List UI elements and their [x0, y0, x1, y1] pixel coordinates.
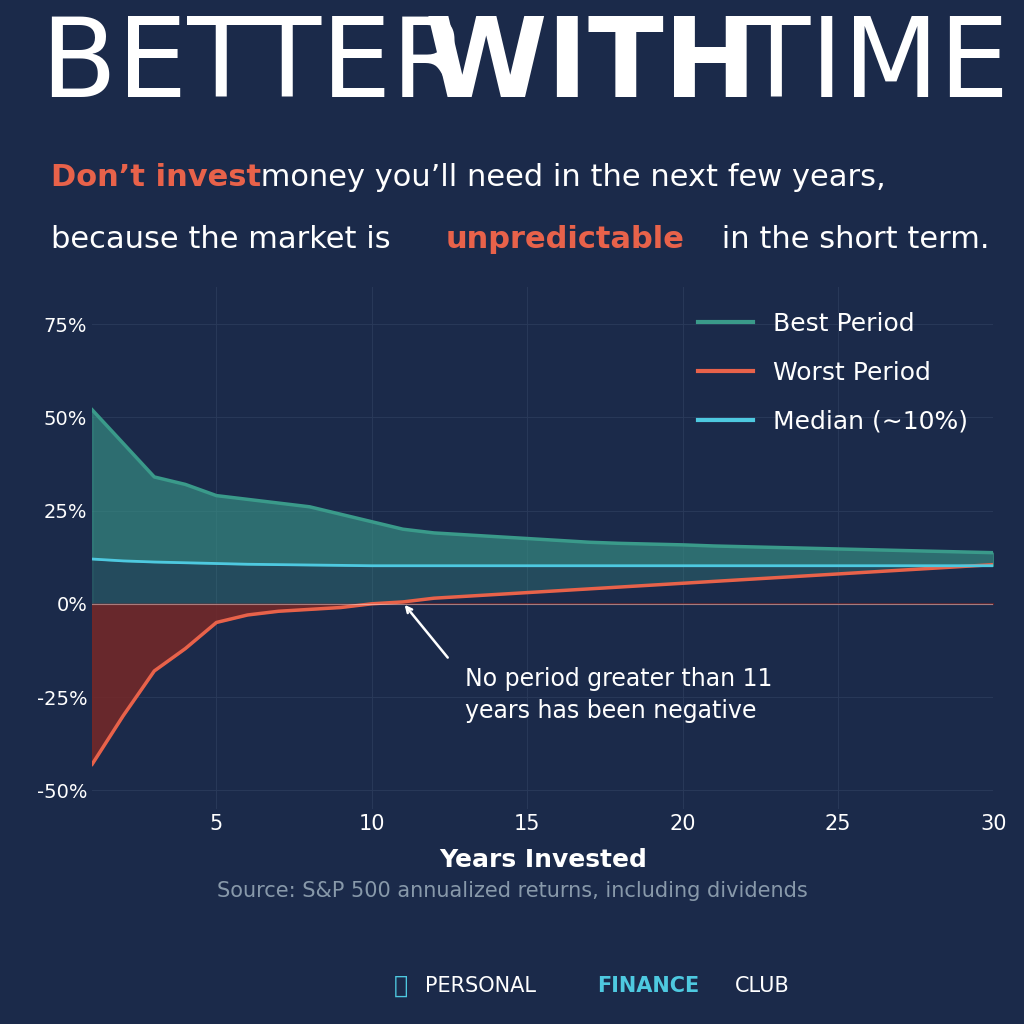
- X-axis label: Years Invested: Years Invested: [438, 848, 647, 871]
- Text: CLUB: CLUB: [735, 976, 790, 996]
- Text: Ⓟ: Ⓟ: [394, 974, 409, 998]
- Text: Source: S&P 500 annualized returns, including dividends: Source: S&P 500 annualized returns, incl…: [217, 881, 807, 901]
- Text: Don’t invest: Don’t invest: [51, 163, 261, 193]
- Text: in the short term.: in the short term.: [712, 224, 989, 254]
- Text: money you’ll need in the next few years,: money you’ll need in the next few years,: [251, 163, 886, 193]
- Text: TIME: TIME: [707, 13, 1009, 120]
- Text: PERSONAL: PERSONAL: [425, 976, 536, 996]
- Text: because the market is: because the market is: [51, 224, 400, 254]
- Text: BETTER: BETTER: [41, 13, 504, 120]
- Text: unpredictable: unpredictable: [445, 224, 684, 254]
- Legend: Best Period, Worst Period, Median (∼10%): Best Period, Worst Period, Median (∼10%): [686, 299, 981, 446]
- Text: WITH: WITH: [425, 13, 758, 120]
- Text: No period greater than 11
years has been negative: No period greater than 11 years has been…: [465, 668, 772, 723]
- Text: FINANCE: FINANCE: [597, 976, 699, 996]
